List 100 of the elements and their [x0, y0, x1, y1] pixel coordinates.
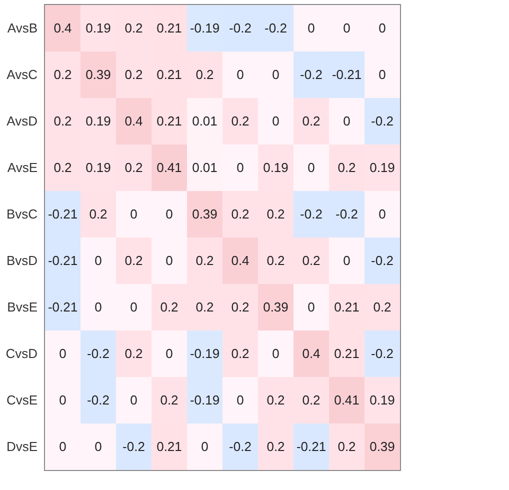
data-label: 0 [272, 66, 280, 82]
data-label: -0.19 [190, 346, 220, 361]
data-label: 0.2 [266, 438, 285, 454]
data-label: 0.39 [263, 299, 288, 314]
data-label: 0.21 [156, 113, 182, 128]
data-label: -0.2 [371, 346, 394, 361]
data-label: -0.2 [122, 438, 145, 454]
y-tick-label: AvsE [7, 160, 38, 175]
data-label: 0.21 [334, 299, 360, 314]
data-label: 0.21 [334, 346, 360, 361]
data-label: 0.39 [192, 206, 218, 222]
data-label: -0.21 [48, 206, 78, 222]
data-label: 0 [166, 252, 173, 268]
data-label: 0 [236, 160, 244, 175]
data-label: 0.2 [302, 392, 320, 408]
data-label: 0.39 [370, 438, 395, 454]
data-label: -0.19 [190, 392, 220, 408]
data-label: 0.21 [156, 438, 182, 454]
data-label: 0.19 [370, 392, 395, 408]
data-label: 0.2 [231, 206, 250, 222]
data-label: 0.2 [302, 113, 320, 128]
data-label: 0.19 [86, 160, 111, 175]
data-label: 0.2 [124, 160, 143, 175]
data-label: 0 [94, 299, 102, 314]
data-label: 0.2 [54, 160, 72, 175]
data-label: 0.01 [192, 160, 218, 175]
data-label: 0.19 [86, 20, 111, 36]
y-tick-label: CvsD [6, 346, 38, 361]
data-label: 0.2 [160, 299, 178, 314]
data-label: 0 [94, 438, 102, 454]
data-label: 0 [378, 206, 386, 222]
data-label: 0.2 [124, 66, 143, 82]
data-label: 0 [378, 20, 386, 36]
y-tick-label: AvsD [6, 113, 38, 128]
data-label: 0.19 [370, 160, 395, 175]
data-label: -0.2 [300, 66, 322, 82]
y-tick-label: DvsE [6, 438, 38, 454]
data-label: -0.2 [371, 252, 394, 268]
data-label: 0 [343, 113, 350, 128]
data-label: 0 [59, 392, 66, 408]
data-label: 0.21 [156, 66, 182, 82]
data-label: 0 [343, 20, 350, 36]
data-label: 0 [59, 438, 66, 454]
data-label: 0 [59, 346, 66, 361]
data-label: 0.41 [156, 160, 182, 175]
data-label: -0.2 [371, 113, 394, 128]
data-label: 0.2 [302, 252, 320, 268]
data-label: 0.01 [192, 113, 218, 128]
data-label: 0 [130, 206, 138, 222]
data-label: 0.2 [196, 66, 214, 82]
data-label: 0.2 [124, 20, 143, 36]
data-label: 0 [236, 66, 244, 82]
data-label: 0 [308, 20, 315, 36]
data-label: -0.2 [229, 20, 252, 36]
data-label: 0 [201, 438, 208, 454]
data-label: -0.21 [332, 66, 362, 82]
data-label: 0.2 [196, 299, 214, 314]
data-label: -0.21 [48, 252, 78, 268]
data-label: 0 [343, 252, 350, 268]
y-tick-label: BvsC [6, 206, 38, 222]
data-label: 0.2 [89, 206, 108, 222]
data-label: 0.4 [124, 113, 143, 128]
data-label: 0 [94, 252, 102, 268]
data-label: 0.4 [231, 252, 250, 268]
data-label: 0.2 [231, 346, 250, 361]
data-label: 0 [130, 299, 138, 314]
data-label: 0.4 [302, 346, 320, 361]
y-tick-label: AvsC [6, 66, 38, 82]
y-tick-label: AvsB [7, 20, 38, 36]
data-label: 0.2 [196, 252, 214, 268]
data-label: 0.21 [156, 20, 182, 36]
data-label: -0.2 [264, 20, 287, 36]
data-label: 0.4 [54, 20, 72, 36]
y-tick-label: CvsE [6, 392, 38, 408]
data-label: 0.2 [124, 346, 143, 361]
data-label: 0.2 [124, 252, 143, 268]
data-label: -0.21 [48, 299, 78, 314]
data-label: 0.2 [338, 438, 356, 454]
data-label: -0.2 [87, 392, 110, 408]
data-label: -0.2 [229, 438, 252, 454]
data-label: -0.21 [296, 438, 326, 454]
data-label: 0 [166, 346, 173, 361]
data-label: 0.41 [334, 392, 360, 408]
data-label: -0.19 [190, 20, 220, 36]
data-label: 0.2 [373, 299, 392, 314]
data-label: 0.39 [86, 66, 111, 82]
data-label: 0 [308, 160, 315, 175]
y-tick-label: BvsE [7, 299, 38, 314]
data-label: 0.2 [266, 206, 285, 222]
data-label: 0.2 [231, 113, 250, 128]
data-label: 0 [378, 66, 386, 82]
data-label: 0 [166, 206, 173, 222]
data-label: 0.2 [266, 252, 285, 268]
data-label: 0 [236, 392, 244, 408]
data-label: -0.2 [336, 206, 358, 222]
data-label: 0.2 [231, 299, 250, 314]
data-label: 0.2 [160, 392, 178, 408]
data-label: 0.2 [54, 113, 72, 128]
data-label: 0.19 [263, 160, 288, 175]
data-label: -0.2 [300, 206, 322, 222]
